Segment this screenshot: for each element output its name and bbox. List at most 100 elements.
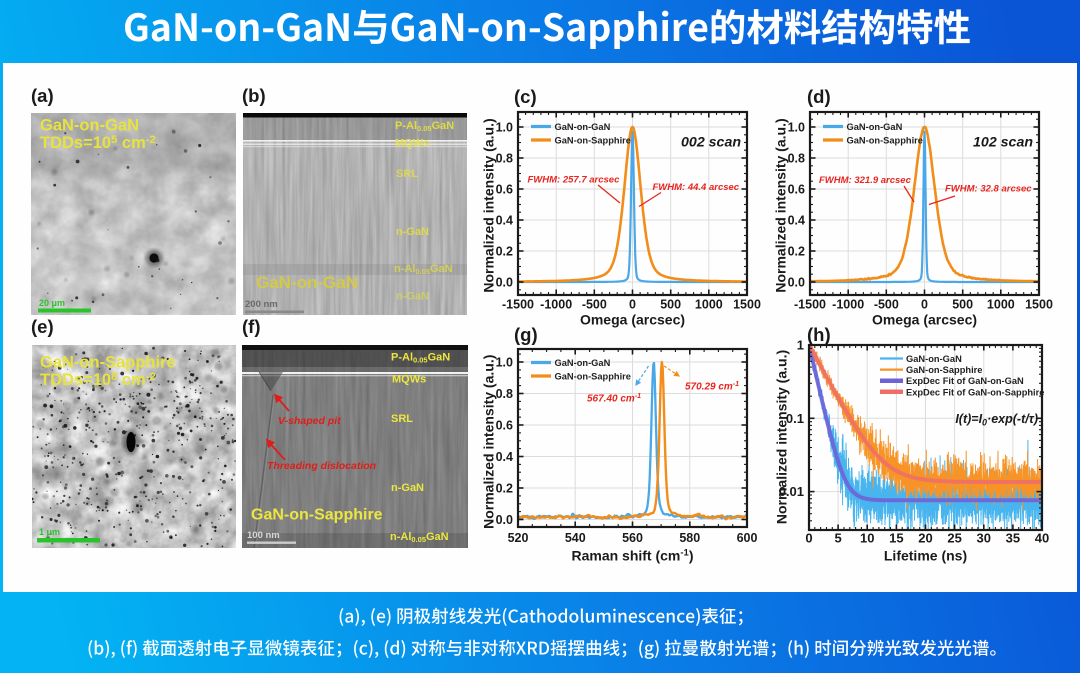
svg-text:n-Al0.05GaN: n-Al0.05GaN [390,531,449,544]
svg-text:0.4: 0.4 [496,214,513,228]
svg-text:GaN-on-GaN: GaN-on-GaN [40,117,139,135]
svg-text:-1000: -1000 [832,298,864,312]
svg-text:(a): (a) [31,85,54,106]
svg-text:FWHM: 44.4 arcsec: FWHM: 44.4 arcsec [653,182,740,193]
svg-text:40: 40 [1035,531,1049,546]
svg-text:0.1: 0.1 [786,411,804,426]
svg-text:P-Al0.05GaN: P-Al0.05GaN [391,352,450,365]
svg-text:(c): (c) [514,86,537,107]
svg-text:1 μm: 1 μm [39,527,60,537]
svg-text:(f): (f) [242,316,260,337]
svg-text:GaN-on-Sapphire: GaN-on-Sapphire [40,354,176,372]
svg-text:1000: 1000 [987,298,1015,312]
svg-text:0.0: 0.0 [496,276,513,290]
svg-text:GaN-on-Sapphire: GaN-on-Sapphire [847,136,923,146]
svg-text:0: 0 [921,298,928,312]
svg-text:GaN-on-GaN: GaN-on-GaN [847,122,903,132]
svg-text:SRL: SRL [391,413,413,425]
svg-text:0.0: 0.0 [496,513,513,527]
svg-text:002 scan: 002 scan [681,135,741,151]
svg-text:0.8: 0.8 [496,387,513,401]
svg-text:5: 5 [835,531,842,546]
svg-text:TDDs=108 cm-2: TDDs=108 cm-2 [40,371,156,389]
svg-text:580: 580 [679,531,700,545]
svg-text:20: 20 [918,531,932,546]
svg-text:35: 35 [1006,531,1020,546]
svg-text:600: 600 [737,531,758,545]
svg-text:Omega (arcsec): Omega (arcsec) [580,312,685,328]
svg-text:(h): (h) [807,324,831,345]
svg-text:0.6: 0.6 [788,183,805,197]
svg-text:0.4: 0.4 [788,214,805,228]
svg-text:TDDs=105 cm-2: TDDs=105 cm-2 [40,134,156,152]
svg-text:n-Al0.05GaN: n-Al0.05GaN [394,263,453,276]
svg-text:0.4: 0.4 [496,450,513,464]
svg-text:GaN-on-Sapphire: GaN-on-Sapphire [555,136,631,146]
svg-text:-1000: -1000 [540,298,572,312]
svg-text:n-GaN: n-GaN [396,226,429,238]
svg-text:GaN-on-GaN: GaN-on-GaN [555,358,611,368]
svg-text:FWHM: 257.7 arcsec: FWHM: 257.7 arcsec [528,175,621,186]
svg-text:1000: 1000 [695,298,723,312]
svg-text:100 nm: 100 nm [247,530,280,541]
svg-text:200 nm: 200 nm [245,299,278,310]
svg-text:0.2: 0.2 [496,245,513,259]
svg-text:FWHM: 32.8 arcsec: FWHM: 32.8 arcsec [945,184,1032,195]
svg-text:0.0: 0.0 [788,276,805,290]
svg-text:0.6: 0.6 [496,419,513,433]
svg-text:30: 30 [977,531,991,546]
svg-text:GaN-on-Sapphire: GaN-on-Sapphire [906,365,982,375]
svg-text:1.0: 1.0 [496,356,513,370]
svg-text:0.6: 0.6 [496,183,513,197]
svg-text:MQWs: MQWs [395,138,429,150]
svg-text:0.2: 0.2 [788,245,805,259]
svg-text:SRL: SRL [396,168,418,180]
svg-text:1500: 1500 [1025,298,1053,312]
svg-text:0: 0 [629,298,636,312]
svg-text:Omega (arcsec): Omega (arcsec) [872,312,977,328]
svg-text:-500: -500 [874,298,899,312]
svg-text:(d): (d) [807,86,831,107]
svg-text:0.01: 0.01 [779,484,804,499]
svg-text:FWHM: 321.9 arcsec: FWHM: 321.9 arcsec [819,175,912,186]
svg-text:Raman shift (cm-1): Raman shift (cm-1) [571,548,693,564]
svg-text:ExpDec Fit of GaN-on-Sapphire: ExpDec Fit of GaN-on-Sapphire [906,387,1044,397]
svg-text:MQWs: MQWs [392,374,426,386]
svg-text:n-GaN: n-GaN [396,291,429,303]
svg-text:0.8: 0.8 [496,152,513,166]
svg-text:10: 10 [860,531,874,546]
svg-text:-1500: -1500 [502,298,534,312]
svg-text:25: 25 [947,531,961,546]
svg-text:GaN-on-GaN: GaN-on-GaN [555,122,611,132]
svg-text:GaN-on-GaN: GaN-on-GaN [256,273,358,292]
svg-text:540: 540 [565,531,586,545]
svg-text:102 scan: 102 scan [973,135,1033,151]
svg-text:15: 15 [889,531,903,546]
svg-text:500: 500 [660,298,681,312]
svg-text:(b): (b) [242,85,266,106]
svg-text:GaN-on-GaN: GaN-on-GaN [906,354,962,364]
svg-text:-500: -500 [582,298,607,312]
svg-text:Normalized intensity (a.u.): Normalized intensity (a.u.) [481,355,497,529]
svg-text:Normalized intensity (a.u.): Normalized intensity (a.u.) [774,350,790,524]
svg-text:-1500: -1500 [794,298,826,312]
svg-text:500: 500 [952,298,973,312]
svg-text:0.2: 0.2 [496,482,513,496]
svg-text:0.8: 0.8 [788,152,805,166]
svg-text:520: 520 [508,531,529,545]
svg-text:570.29 cm-1: 570.29 cm-1 [685,381,739,393]
svg-text:1.0: 1.0 [496,121,513,135]
svg-text:ExpDec Fit of GaN-on-GaN: ExpDec Fit of GaN-on-GaN [906,376,1024,386]
svg-text:Normalized intensity (a.u.): Normalized intensity (a.u.) [773,118,789,292]
svg-text:20 μm: 20 μm [39,298,65,308]
svg-text:1.0: 1.0 [788,121,805,135]
svg-text:1500: 1500 [733,298,761,312]
svg-text:P-Al0.05GaN: P-Al0.05GaN [395,120,454,133]
svg-text:1: 1 [797,338,804,353]
svg-text:GaN-on-Sapphire: GaN-on-Sapphire [251,507,383,524]
svg-text:I(t)=I0·exp(-t/τ): I(t)=I0·exp(-t/τ) [955,412,1038,428]
svg-text:Lifetime (ns): Lifetime (ns) [884,548,967,564]
svg-text:Normalized intensity (a.u.): Normalized intensity (a.u.) [481,118,497,292]
svg-text:GaN-on-Sapphire: GaN-on-Sapphire [555,372,631,382]
svg-text:Threading dislocation: Threading dislocation [267,460,376,472]
